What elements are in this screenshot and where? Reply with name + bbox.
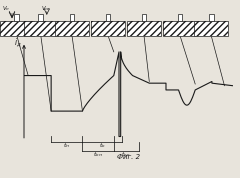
Bar bbox=[24, 21, 58, 36]
Bar bbox=[0, 21, 34, 36]
Text: $i_д$: $i_д$ bbox=[14, 37, 22, 49]
Bar bbox=[91, 21, 125, 36]
Text: Фиг. 2: Фиг. 2 bbox=[117, 154, 140, 160]
Bar bbox=[142, 14, 146, 21]
Bar bbox=[194, 21, 228, 36]
Bar bbox=[70, 14, 74, 21]
Text: $t_п$: $t_п$ bbox=[63, 142, 70, 150]
Text: $t_{кк}$: $t_{кк}$ bbox=[121, 150, 131, 159]
Bar bbox=[38, 14, 43, 21]
Bar bbox=[106, 14, 110, 21]
Bar bbox=[24, 21, 58, 36]
Bar bbox=[194, 21, 228, 36]
Text: $t_к$: $t_к$ bbox=[99, 142, 106, 150]
Bar bbox=[55, 21, 89, 36]
Text: $V_{св}$: $V_{св}$ bbox=[41, 4, 51, 13]
Text: $t_{кн}$: $t_{кн}$ bbox=[93, 150, 103, 159]
Text: $V_п$: $V_п$ bbox=[2, 4, 10, 13]
Bar bbox=[14, 14, 19, 21]
Bar bbox=[127, 21, 161, 36]
Bar bbox=[127, 21, 161, 36]
Bar bbox=[163, 21, 197, 36]
Bar bbox=[0, 21, 34, 36]
Bar bbox=[178, 14, 182, 21]
Bar bbox=[163, 21, 197, 36]
Bar bbox=[91, 21, 125, 36]
Bar bbox=[55, 21, 89, 36]
Bar bbox=[209, 14, 214, 21]
